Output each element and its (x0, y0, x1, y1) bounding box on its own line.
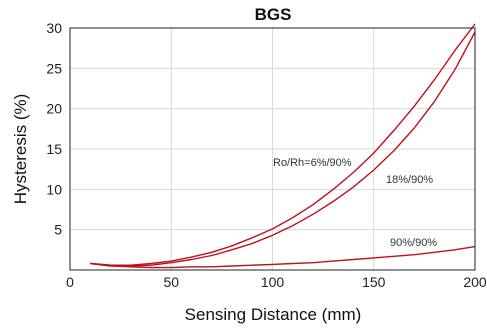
x-tick-label: 50 (163, 274, 179, 290)
y-tick-label: 25 (46, 60, 62, 76)
series-line-1 (90, 31, 476, 267)
y-tick-label: 5 (54, 222, 62, 238)
y-tick-label: 30 (46, 20, 62, 36)
curves (90, 23, 476, 269)
x-tick-label: 150 (362, 274, 386, 290)
y-tick-labels: 5 10 15 20 25 30 (46, 20, 62, 238)
x-axis-label: Sensing Distance (mm) (185, 305, 362, 324)
plot-frame (69, 27, 476, 271)
grid (70, 28, 475, 270)
annotation-90-90: 90%/90% (390, 237, 437, 249)
annotation-6-90: Ro/Rh=6%/90% (273, 157, 352, 169)
series-line-0 (90, 23, 476, 266)
x-tick-label: 0 (66, 274, 74, 290)
y-axis-label: Hysteresis (%) (11, 94, 30, 205)
x-tick-labels: 0 50 100 150 200 (66, 274, 487, 290)
y-tick-label: 15 (46, 141, 62, 157)
annotation-18-90: 18%/90% (386, 174, 433, 186)
y-tick-label: 20 (46, 101, 62, 117)
x-tick-label: 200 (463, 274, 487, 290)
series-line-2 (90, 245, 476, 269)
chart-title: BGS (255, 5, 292, 24)
y-tick-label: 10 (46, 181, 62, 197)
x-tick-label: 100 (261, 274, 285, 290)
